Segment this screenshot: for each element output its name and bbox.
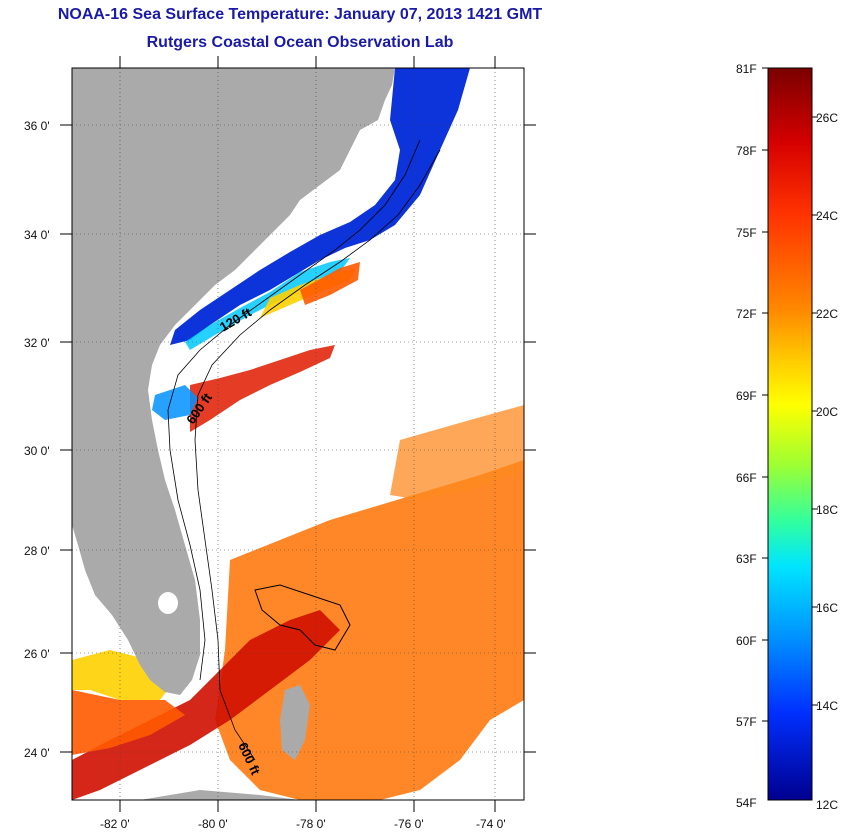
- cb-f-54: 54F: [736, 796, 757, 810]
- cb-c-22: 22C: [816, 307, 839, 321]
- sst-gulf-stream-core: [190, 345, 335, 432]
- cb-f-63: 63F: [736, 552, 757, 566]
- cb-c-20: 20C: [816, 405, 839, 419]
- cb-f-57: 57F: [736, 715, 757, 729]
- cb-c-16: 16C: [816, 601, 839, 615]
- lake-okeechobee: [158, 592, 178, 614]
- graticule: [72, 68, 524, 800]
- lat-label-24: 24 0': [24, 746, 50, 760]
- cb-c-24: 24C: [816, 209, 839, 223]
- lat-label-32: 32 0': [24, 336, 50, 350]
- cb-f-75: 75F: [736, 226, 757, 240]
- sst-warm-band-north: [300, 262, 360, 305]
- lat-label-30: 30 0': [24, 444, 50, 458]
- contour-600ft: [194, 149, 441, 761]
- cb-f-69: 69F: [736, 389, 757, 403]
- sst-cool-patch-30N: [152, 385, 198, 420]
- lon-label-78: -78 0': [296, 817, 326, 831]
- land-bahamas: [280, 685, 310, 760]
- lon-label-74: -74 0': [476, 817, 506, 831]
- lat-label-34: 34 0': [24, 228, 50, 242]
- lon-label-82: -82 0': [100, 817, 130, 831]
- sst-orange-gulf-patch: [72, 690, 185, 755]
- contour-120ft: [167, 139, 421, 681]
- contour-bahamas: [254, 584, 351, 651]
- lat-label-26: 26 0': [24, 647, 50, 661]
- cb-c-14: 14C: [816, 699, 839, 713]
- cb-c-12: 12C: [816, 798, 839, 812]
- colorbar: [767, 67, 813, 801]
- sst-scatter-east: [390, 405, 524, 500]
- cb-f-72: 72F: [736, 307, 757, 321]
- map-frame: [71, 67, 525, 801]
- land-cuba: [140, 790, 300, 800]
- lon-label-80: -80 0': [198, 817, 228, 831]
- colorbar-ticks: [762, 67, 818, 722]
- lat-label-28: 28 0': [24, 544, 50, 558]
- sst-cold-coastal-band: [170, 68, 470, 345]
- cb-c-26: 26C: [816, 111, 839, 125]
- land-mass: [72, 68, 395, 695]
- map-ticks: [60, 56, 536, 812]
- lon-label-76: -76 0': [394, 817, 424, 831]
- cb-c-18: 18C: [816, 503, 839, 517]
- cb-f-81: 81F: [736, 62, 757, 76]
- cb-f-66: 66F: [736, 471, 757, 485]
- cb-f-78: 78F: [736, 144, 757, 158]
- map-title: NOAA-16 Sea Surface Temperature: January…: [57, 6, 543, 23]
- lat-label-36: 36 0': [24, 119, 50, 133]
- cb-f-60: 60F: [736, 634, 757, 648]
- map-subtitle: Rutgers Coastal Ocean Observation Lab: [146, 34, 454, 51]
- sst-hot-florida-straits: [72, 610, 340, 800]
